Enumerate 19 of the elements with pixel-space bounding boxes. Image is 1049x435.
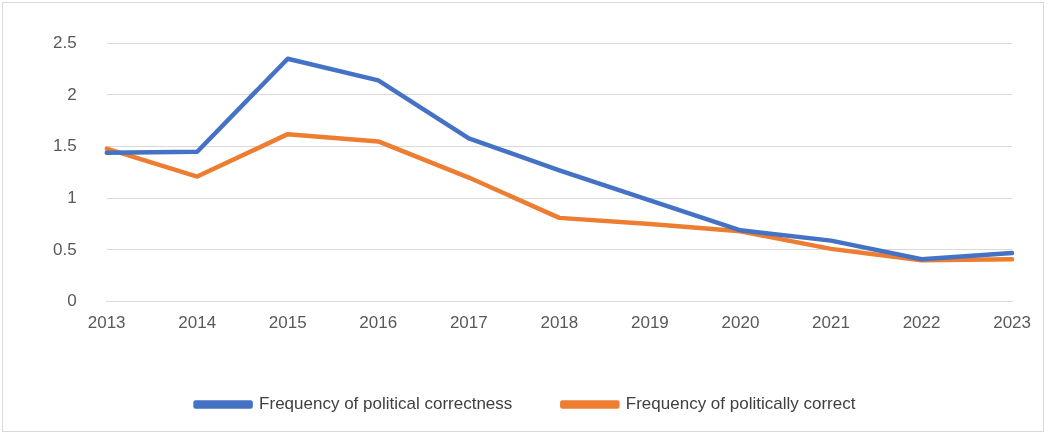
x-tick-label: 2014 [178, 313, 217, 333]
x-tick-label: 2021 [812, 313, 850, 333]
y-tick-label: 2.5 [52, 32, 77, 52]
y-tick-label: 1.5 [52, 136, 77, 156]
x-tick-label: 2015 [268, 313, 307, 333]
y-tick-label: 0.5 [52, 239, 77, 259]
x-tick-label: 2018 [540, 313, 579, 333]
x-tick-label: 2013 [87, 313, 126, 333]
legend-label: Frequency of political correctness [259, 394, 513, 414]
y-tick-label: 1 [67, 187, 77, 207]
x-tick-label: 2016 [359, 313, 398, 333]
legend-label: Frequency of politically correct [625, 394, 856, 414]
y-tick-label: 0 [67, 291, 77, 311]
x-tick-label: 2017 [449, 313, 488, 333]
y-tick-label: 2 [67, 84, 77, 104]
x-tick-label: 2020 [721, 313, 760, 333]
x-tick-label: 2019 [630, 313, 669, 333]
x-tick-label: 2022 [902, 313, 941, 333]
x-tick-label: 2023 [993, 313, 1031, 333]
